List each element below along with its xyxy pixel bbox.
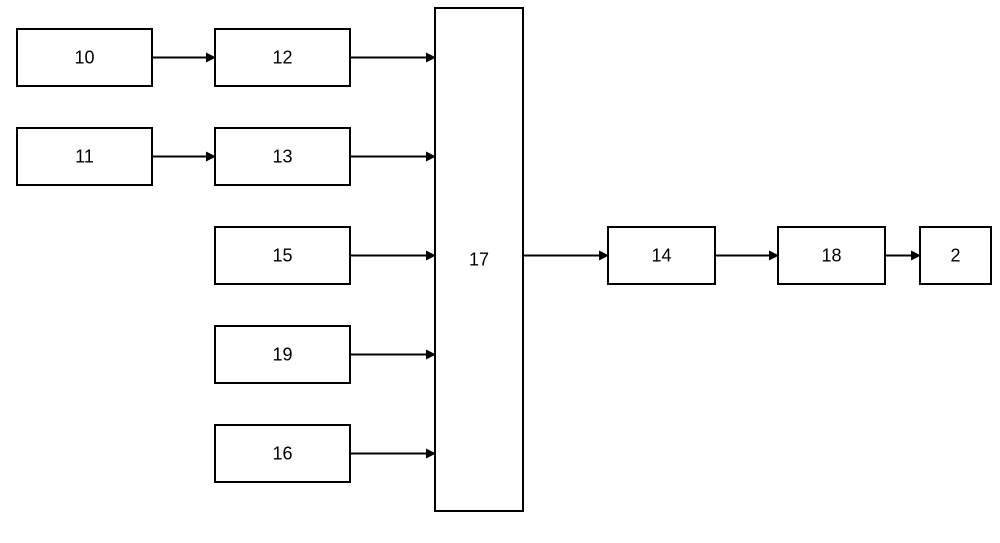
block-12: 12 xyxy=(215,29,350,86)
block-2: 2 xyxy=(920,227,991,284)
block-17-label: 17 xyxy=(469,250,489,270)
block-11-label: 11 xyxy=(75,147,94,167)
block-19: 19 xyxy=(215,326,350,383)
block-10: 10 xyxy=(17,29,152,86)
nodes-group: 10 11 12 13 15 19 16 17 14 18 2 xyxy=(17,8,991,511)
block-17: 17 xyxy=(435,8,523,511)
block-19-label: 19 xyxy=(272,345,292,365)
block-14-label: 14 xyxy=(651,246,671,266)
block-11: 11 xyxy=(17,128,152,185)
block-15-label: 15 xyxy=(272,246,292,266)
block-18-label: 18 xyxy=(821,246,841,266)
block-2-label: 2 xyxy=(950,246,960,266)
block-15: 15 xyxy=(215,227,350,284)
block-diagram: 10 11 12 13 15 19 16 17 14 18 2 xyxy=(0,0,1000,543)
block-16: 16 xyxy=(215,425,350,482)
block-13: 13 xyxy=(215,128,350,185)
block-12-label: 12 xyxy=(272,48,292,68)
block-16-label: 16 xyxy=(272,444,292,464)
block-10-label: 10 xyxy=(74,48,94,68)
block-18: 18 xyxy=(778,227,885,284)
block-14: 14 xyxy=(608,227,715,284)
block-13-label: 13 xyxy=(272,147,292,167)
